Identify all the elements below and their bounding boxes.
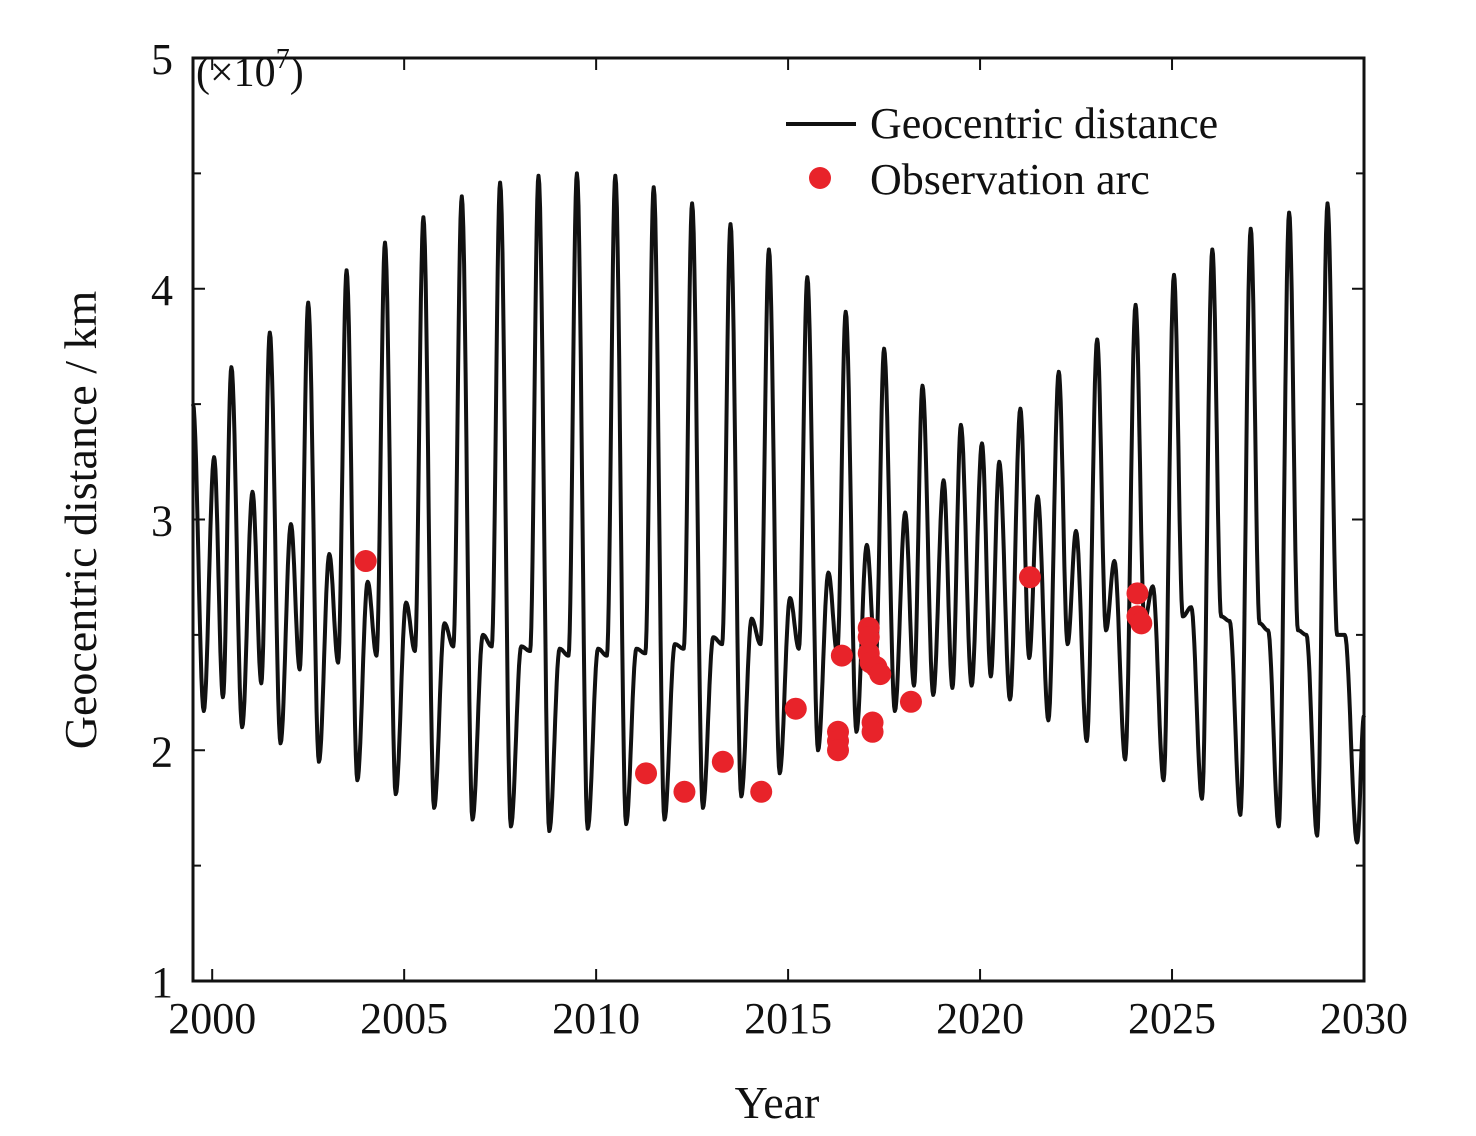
y-multiplier-exponent: 7 <box>276 44 290 75</box>
y-tick-label: 2 <box>151 727 173 776</box>
legend-point-swatch <box>809 167 831 189</box>
observation-point <box>711 750 734 773</box>
y-tick-label: 5 <box>151 35 173 84</box>
observation-point <box>899 690 922 713</box>
x-tick-label: 2005 <box>360 994 448 1043</box>
y-multiplier-label: (×107) <box>196 44 304 96</box>
x-tick-label: 2025 <box>1128 994 1216 1043</box>
x-tick-label: 2020 <box>936 994 1024 1043</box>
x-axis-title: Year <box>735 1077 820 1128</box>
observation-point <box>827 739 850 762</box>
observation-point <box>869 663 892 686</box>
observation-point <box>1126 582 1149 605</box>
y-tick-label: 1 <box>151 958 173 1007</box>
x-tick-label: 2000 <box>168 994 256 1043</box>
plot-frame <box>191 56 1366 983</box>
y-tick-label: 3 <box>151 497 173 546</box>
y-tick-label: 4 <box>151 266 173 315</box>
observation-point <box>784 697 807 720</box>
curve-layer <box>191 171 1366 845</box>
legend: Geocentric distance Observation arc <box>786 99 1218 204</box>
observation-point <box>354 550 377 573</box>
y-axis-title: Geocentric distance / km <box>55 291 106 750</box>
y-multiplier-close: ) <box>290 50 304 96</box>
observation-point <box>1018 566 1041 589</box>
x-tick-label: 2015 <box>744 994 832 1043</box>
observation-points-layer <box>354 550 1153 803</box>
legend-label-geocentric-distance: Geocentric distance <box>870 99 1218 148</box>
observation-point <box>857 626 880 649</box>
legend-label-observation-arc: Observation arc <box>870 155 1150 204</box>
y-multiplier-base: (×10 <box>196 50 276 96</box>
observation-point <box>750 780 773 803</box>
x-tick-label: 2030 <box>1320 994 1408 1043</box>
x-tick-label: 2010 <box>552 994 640 1043</box>
observation-point <box>1130 612 1153 635</box>
observation-point <box>830 644 853 667</box>
observation-point <box>673 780 696 803</box>
observation-point <box>861 720 884 743</box>
observation-point <box>635 762 658 785</box>
geocentric-distance-line <box>191 171 1366 845</box>
ticks-layer: 2000 2005 2010 2015 2020 2025 2030 1 2 3 4 5 <box>151 35 1408 1043</box>
